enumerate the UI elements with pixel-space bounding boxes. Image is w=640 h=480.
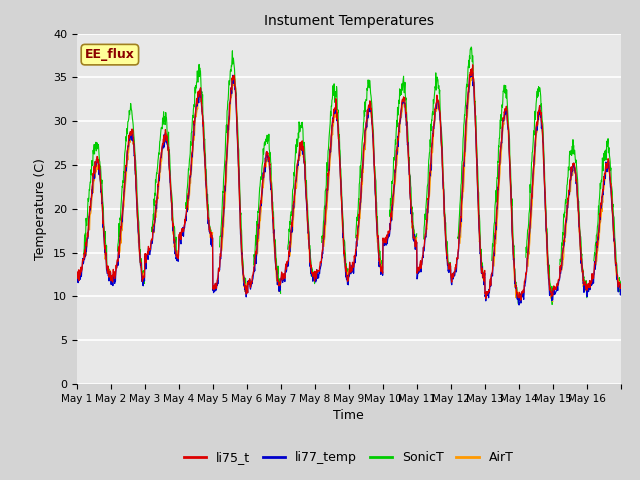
Y-axis label: Temperature (C): Temperature (C) (35, 158, 47, 260)
Legend: li75_t, li77_temp, SonicT, AirT: li75_t, li77_temp, SonicT, AirT (179, 446, 519, 469)
X-axis label: Time: Time (333, 409, 364, 422)
Text: EE_flux: EE_flux (85, 48, 135, 61)
Title: Instument Temperatures: Instument Temperatures (264, 14, 434, 28)
